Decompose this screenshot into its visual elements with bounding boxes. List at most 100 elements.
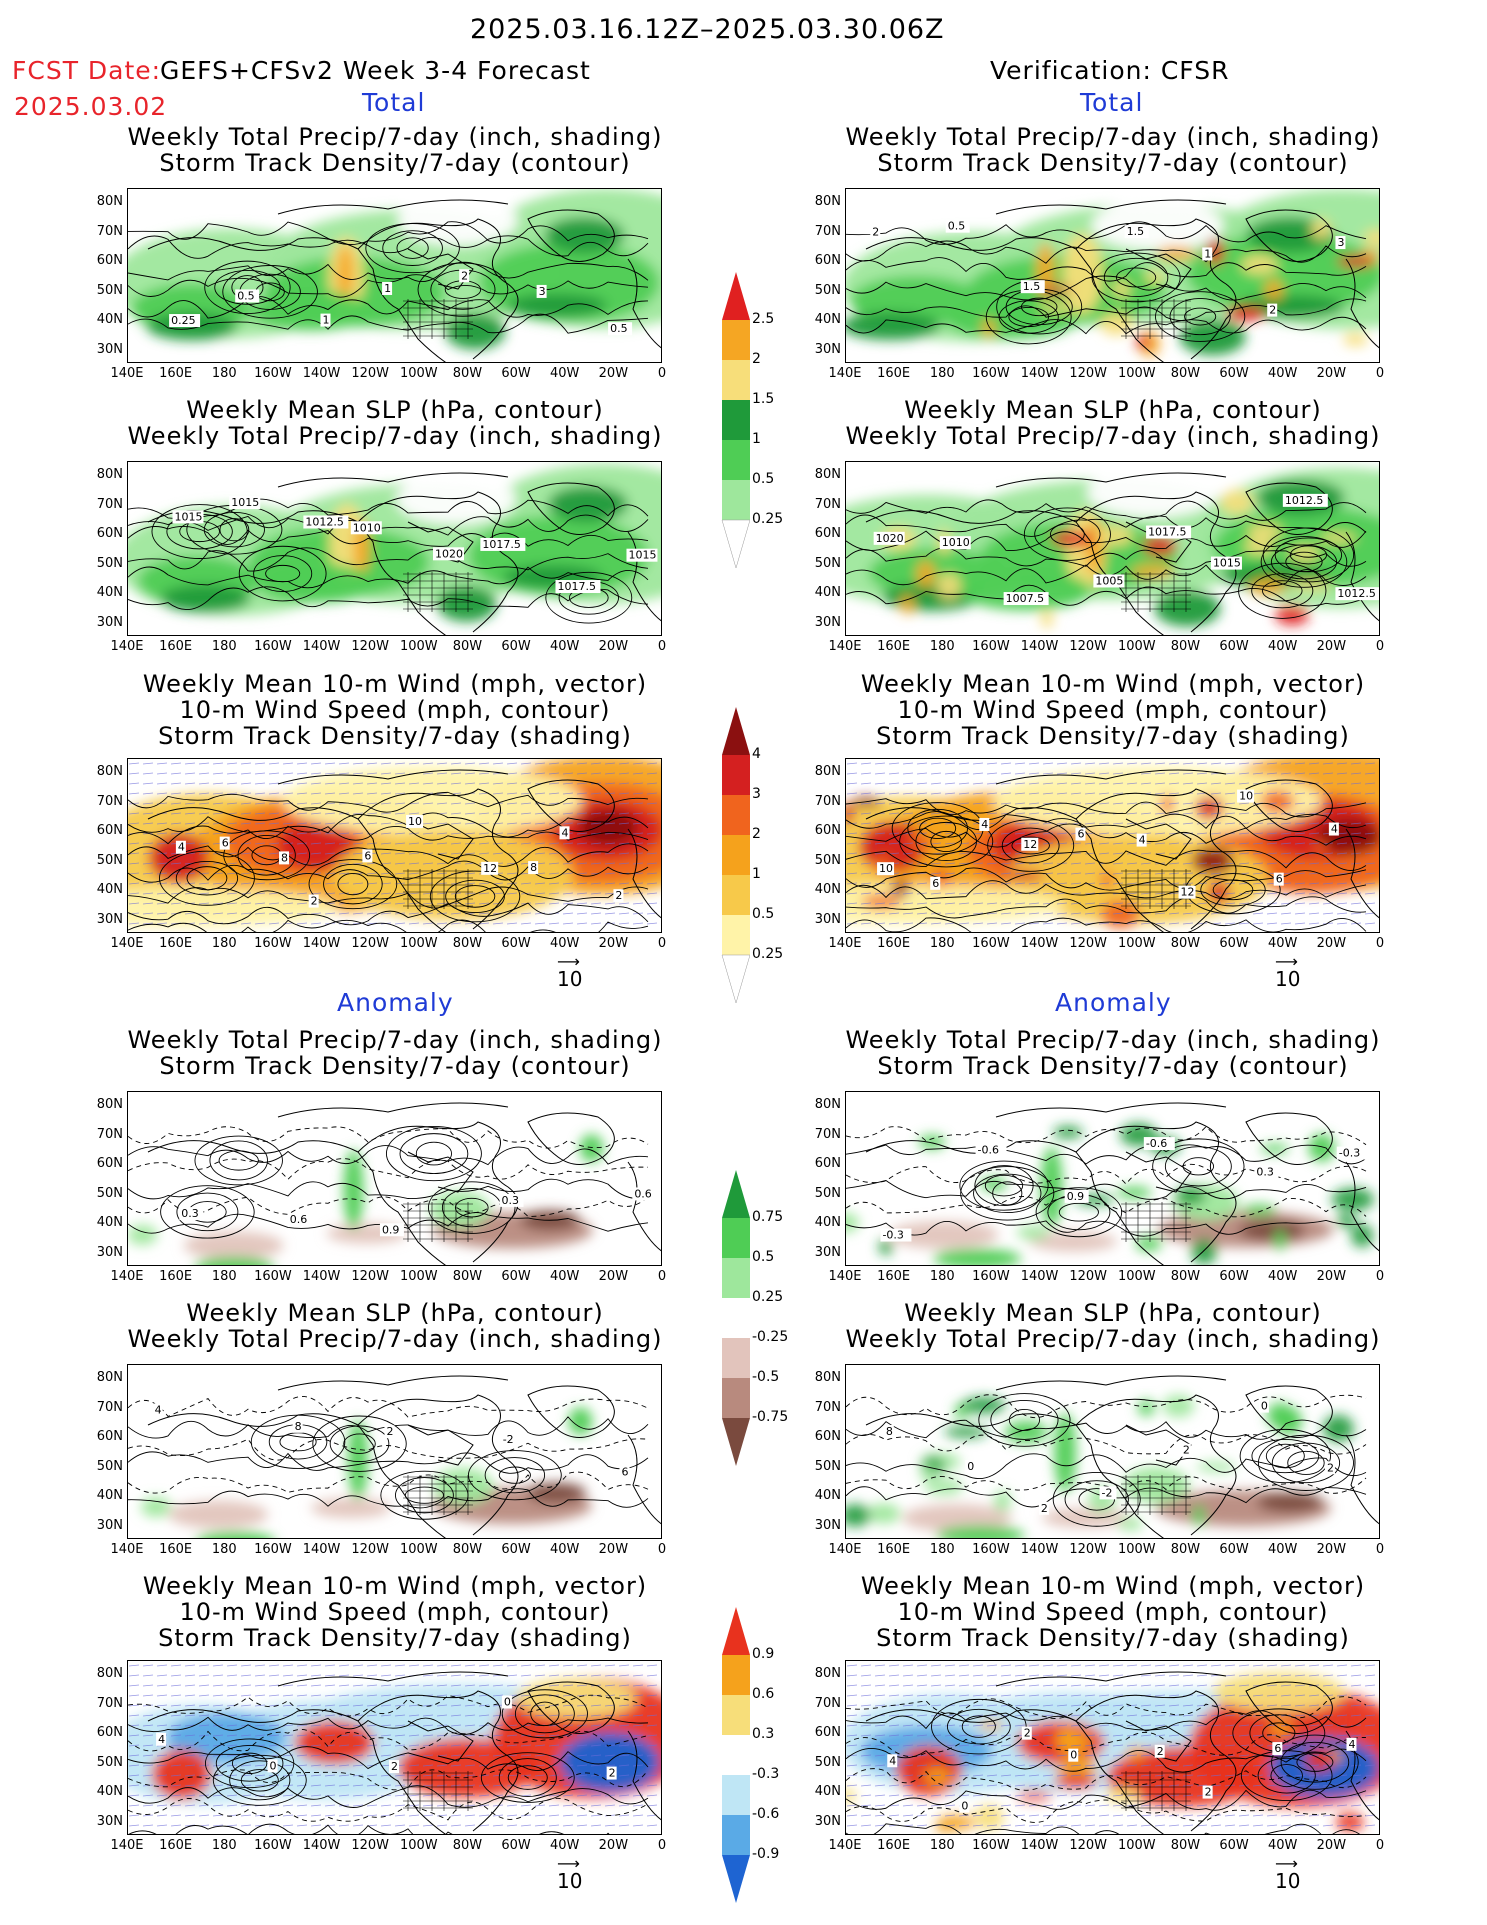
longitude-label: 60W — [1219, 1838, 1249, 1853]
contour-label: 1 — [384, 282, 391, 295]
longitude-label: 180 — [929, 1542, 955, 1557]
contour-label: 2 — [1269, 304, 1276, 317]
contour-label: -0.6 — [978, 1143, 999, 1156]
latitude-label: 30N — [814, 1517, 841, 1533]
longitude-label: 60W — [501, 366, 531, 381]
latitude-label: 70N — [814, 1399, 841, 1415]
longitude-label: 20W — [598, 1269, 629, 1284]
map-plot: 2 0.5 1.5 1.5 1 2 3 — [846, 189, 1379, 362]
latitude-label: 80N — [814, 467, 841, 482]
longitude-label: 80W — [1170, 1838, 1201, 1853]
contour-label: 1010 — [353, 521, 381, 534]
panel-title-line: Weekly Total Precip/7-day (inch, shading… — [127, 1026, 663, 1054]
longitude-label: 180 — [211, 1269, 237, 1284]
latitude-label: 50N — [814, 852, 841, 868]
latitude-label: 70N — [814, 793, 841, 809]
longitude-label: 20W — [598, 936, 629, 951]
longitude-label: 140W — [1020, 1269, 1059, 1284]
latitude-label: 50N — [96, 852, 123, 868]
latitude-label: 70N — [96, 496, 123, 512]
contour-label: 1 — [322, 314, 329, 327]
longitude-label: 160W — [254, 936, 292, 951]
longitude-label: 80W — [452, 366, 483, 381]
longitude-label: 20W — [1316, 639, 1347, 654]
longitude-label: 160E — [877, 639, 911, 654]
verification-map-panel: -0.3 -0.6 0.9 -0.6 0.3 -0.3 — [845, 1091, 1380, 1266]
longitude-label: 0 — [657, 936, 667, 951]
colorbar-label: 1 — [752, 866, 761, 882]
latitude-label: 50N — [96, 282, 123, 298]
longitude-label: 180 — [929, 366, 955, 381]
latitude-label: 60N — [814, 526, 841, 541]
colorbar-label: 0.5 — [752, 906, 775, 922]
contour-label: 2 — [311, 895, 318, 908]
longitude-label: 20W — [1316, 1542, 1347, 1557]
longitude-label: 40W — [550, 1542, 580, 1557]
contour-label: 0.5 — [237, 289, 255, 302]
forecast-map-panel: 1015 1015 1012.5 1010 1020 1017.5 1017.5 1015 — [127, 461, 662, 636]
latitude-label: 30N — [814, 1813, 841, 1829]
longitude-label: 0 — [1375, 366, 1385, 381]
longitude-label: 40W — [550, 366, 580, 381]
latitude-label: 30N — [96, 911, 123, 927]
map-plot: 1015 1015 1012.5 1010 1020 1017.5 1017.5 1015 — [128, 463, 661, 635]
latitude-label: 80N — [814, 1097, 841, 1112]
colorbar-label: 0.9 — [752, 1646, 775, 1662]
contour-label: 2 — [1183, 1444, 1190, 1457]
latitude-label: 30N — [814, 341, 841, 357]
panel-title-line: Weekly Mean SLP (hPa, contour) — [904, 396, 1322, 424]
latitude-label: 50N — [814, 1458, 841, 1474]
longitude-label: 180 — [211, 639, 237, 654]
longitude-label: 140W — [1020, 639, 1059, 654]
forecast-map-panel: 4 8 2 -2 6 — [127, 1364, 662, 1539]
latitude-label: 30N — [96, 614, 123, 630]
latitude-label: 60N — [96, 1156, 123, 1171]
panel-title-line: Weekly Total Precip/7-day (inch, shading… — [127, 422, 663, 450]
verification-map-panel: 8 0 2 -2 2 0 2 — [845, 1364, 1380, 1539]
latitude-label: 40N — [96, 1784, 123, 1799]
latitude-label: 40N — [96, 1215, 123, 1230]
contour-label: 2 — [1205, 1786, 1212, 1799]
longitude-label: 160E — [159, 639, 193, 654]
latitude-label: 70N — [96, 1695, 123, 1711]
latitude-label: 80N — [814, 1666, 841, 1681]
longitude-label: 0 — [657, 1269, 667, 1284]
contour-label: 2 — [615, 889, 622, 902]
longitude-label: 180 — [211, 1838, 237, 1853]
longitude-label: 40W — [1268, 366, 1298, 381]
contour-label: 2 — [461, 269, 468, 282]
longitude-label: 120W — [1069, 1269, 1107, 1284]
contour-label: 6 — [621, 1465, 628, 1478]
longitude-label: 160W — [254, 1542, 292, 1557]
latitude-label: 80N — [814, 764, 841, 779]
longitude-label: 100W — [399, 1542, 438, 1557]
colorbar-label: 0.3 — [752, 1726, 775, 1742]
longitude-label: 80W — [452, 1542, 483, 1557]
contour-label: 4 — [1139, 834, 1146, 847]
fcst-date-label: FCST Date: — [12, 56, 162, 85]
longitude-label: 100W — [399, 366, 438, 381]
latitude-label: 60N — [96, 253, 123, 268]
colorbar-label: 0.25 — [752, 946, 784, 962]
latitude-label: 30N — [96, 1517, 123, 1533]
longitude-label: 160E — [159, 1542, 193, 1557]
contour-label: 4 — [981, 818, 988, 831]
forecast-map-panel: 4 0 2 0 2 — [127, 1660, 662, 1835]
contour-label: 6 — [364, 849, 371, 862]
longitude-label: 120W — [1069, 1542, 1107, 1557]
longitude-label: 40W — [1268, 936, 1298, 951]
contour-label: 1015 — [231, 496, 259, 509]
latitude-label: 40N — [814, 585, 841, 600]
colorbar-label: 0.5 — [752, 1249, 775, 1265]
longitude-label: 20W — [1316, 366, 1347, 381]
longitude-label: 180 — [211, 1542, 237, 1557]
contour-label: 1015 — [175, 510, 203, 523]
contour-label: 1017.5 — [557, 580, 596, 593]
longitude-label: 120W — [1069, 366, 1107, 381]
latitude-label: 80N — [96, 467, 123, 482]
colorbar-label: -0.6 — [752, 1806, 780, 1822]
panel-title-line: Weekly Mean 10-m Wind (mph, vector) — [860, 1572, 1366, 1600]
latitude-label: 70N — [814, 1126, 841, 1142]
longitude-label: 140W — [302, 366, 341, 381]
longitude-label: 180 — [211, 366, 237, 381]
